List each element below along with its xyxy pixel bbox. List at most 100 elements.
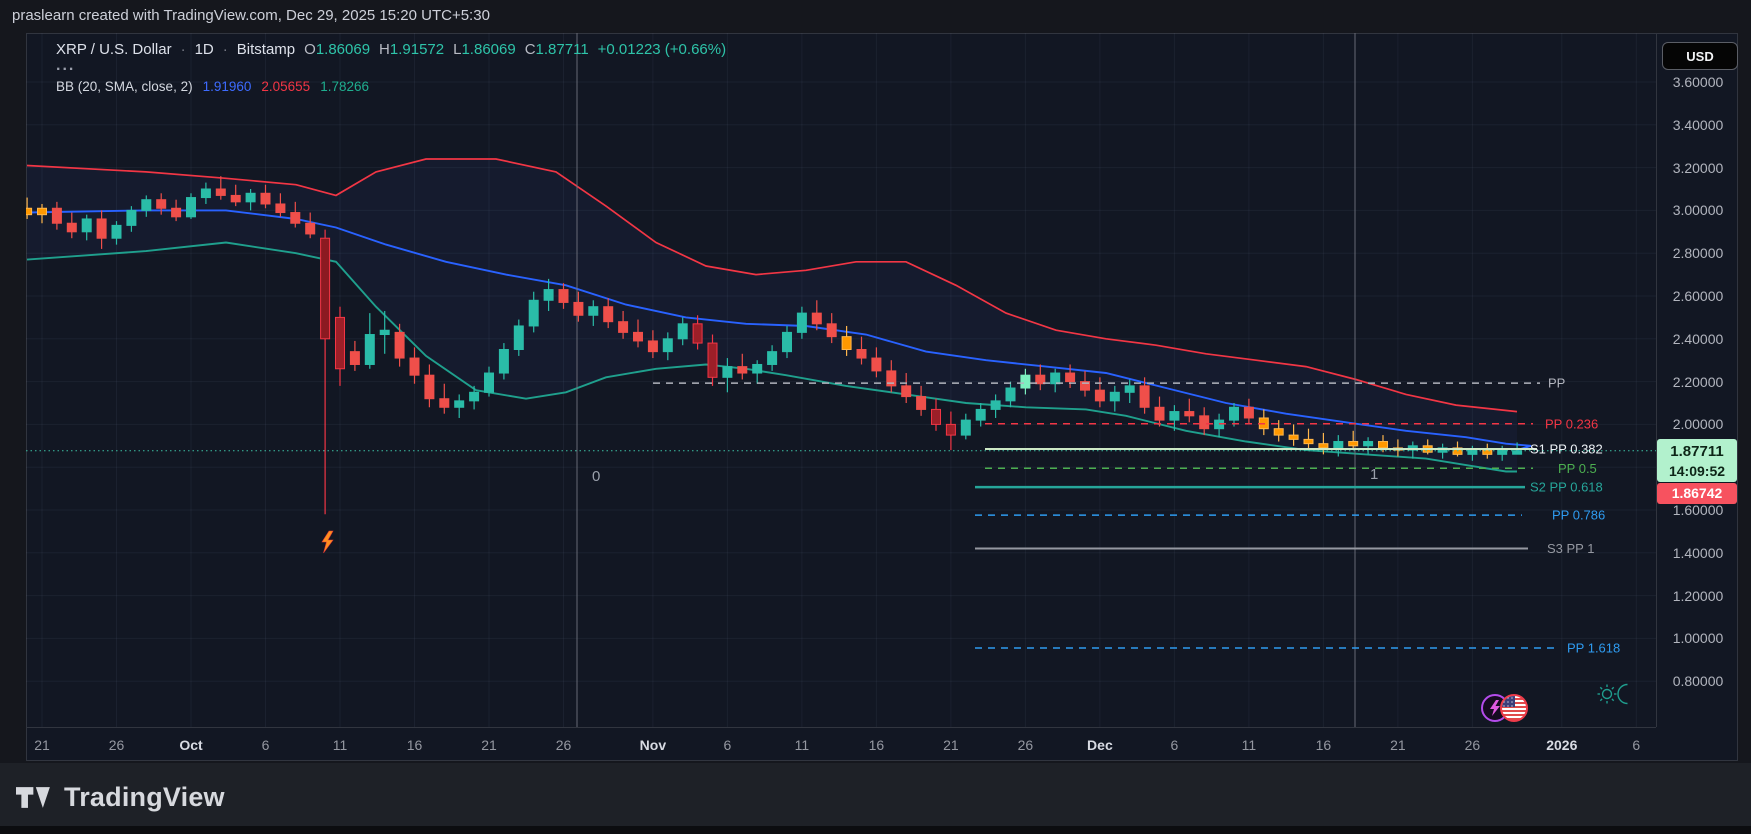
sticker-badge[interactable] <box>1481 693 1533 723</box>
time-axis-label: 21 <box>481 737 497 753</box>
interval-value[interactable]: 1D <box>194 41 214 58</box>
candle <box>1154 406 1165 421</box>
bb-basis-line <box>26 209 1532 452</box>
price-axis-label: 1.20000 <box>1672 587 1724 604</box>
time-axis-label: 11 <box>332 737 348 753</box>
pivot-label: PP 0.236 <box>1545 416 1598 431</box>
symbol-name[interactable]: XRP / U.S. Dollar <box>56 41 172 58</box>
pivot-label: PP 0.5 <box>1558 461 1597 476</box>
candle <box>945 423 956 436</box>
candle <box>26 207 33 216</box>
last-price-value: 1.87711 <box>1670 443 1724 460</box>
alert-price-label[interactable]: 1.86742 <box>1657 483 1737 504</box>
candle <box>558 289 569 303</box>
price-axis-label: 2.60000 <box>1672 288 1724 304</box>
candle <box>37 207 47 216</box>
candle <box>141 199 152 211</box>
candle <box>871 357 882 372</box>
candle <box>990 400 1001 410</box>
tradingview-logo[interactable]: TradingView <box>16 782 225 813</box>
pivot-label: S2 PP 0.618 <box>1530 480 1603 495</box>
candle <box>1348 441 1359 447</box>
candle <box>364 334 375 365</box>
candle <box>379 329 390 336</box>
bottom-strip <box>0 826 1751 834</box>
candle <box>156 199 167 209</box>
low-label: L <box>453 41 462 58</box>
price-axis-label: 1.00000 <box>1672 630 1724 647</box>
candle <box>722 366 733 378</box>
time-axis-label: Dec <box>1087 737 1113 753</box>
tradingview-logo-icon <box>16 787 50 808</box>
candle <box>66 222 77 233</box>
tradingview-wordmark: TradingView <box>64 782 225 812</box>
candle <box>662 338 673 353</box>
candle <box>1482 449 1493 455</box>
candle <box>1199 415 1210 430</box>
time-axis-label: 6 <box>261 737 270 753</box>
candle <box>767 351 778 365</box>
time-axis[interactable]: 21 26 Oct 6 11 16 21 26 Nov 6 11 16 21 26 Dec 6 11 16 21 26… <box>26 727 1656 762</box>
candle <box>916 396 927 410</box>
candle <box>647 340 658 353</box>
candle <box>469 391 480 402</box>
candle <box>1467 449 1478 455</box>
candle <box>96 218 107 239</box>
price-axis-label: 2.20000 <box>1672 373 1724 390</box>
time-axis-label: 6 <box>723 737 732 753</box>
time-axis-label: Nov <box>639 737 667 753</box>
high-value: 1.91572 <box>389 41 445 58</box>
candle <box>782 331 792 353</box>
pivot-label: PP 1.618 <box>1567 641 1620 656</box>
bb-indicator-row[interactable]: BB (20, SMA, close, 2) 1.91960 2.05655 1… <box>56 79 369 94</box>
bb-upper-line <box>26 158 1518 413</box>
pivot-label: PP <box>1548 376 1565 391</box>
currency-toggle-button[interactable]: USD <box>1662 42 1738 70</box>
time-axis-label: 21 <box>34 737 50 753</box>
price-axis-label: 2.00000 <box>1672 416 1724 433</box>
candle <box>186 197 196 218</box>
high-label: H <box>379 41 390 58</box>
candle <box>1512 450 1523 455</box>
candle <box>752 363 763 374</box>
price-axis-label: 1.60000 <box>1672 502 1724 518</box>
candle <box>305 222 316 235</box>
candle <box>1184 411 1195 417</box>
candle <box>260 192 271 205</box>
close-value: 1.87711 <box>535 41 589 58</box>
candle <box>543 289 554 301</box>
candle <box>320 237 331 340</box>
svg-text:1: 1 <box>1370 466 1378 483</box>
candle <box>424 374 435 400</box>
time-axis-label: 26 <box>1017 737 1034 753</box>
candle <box>171 207 182 218</box>
bb-basis-value: 1.91960 <box>202 79 252 94</box>
session-breaks-icon[interactable] <box>1596 680 1634 713</box>
candle <box>692 323 703 344</box>
time-axis-label: 16 <box>1315 737 1332 753</box>
candle <box>1035 374 1046 385</box>
candle <box>1094 389 1105 402</box>
price-axis[interactable]: 3.60000 3.40000 3.20000 3.00000 2.80000 2.600… <box>1656 33 1739 727</box>
pivot-label: S3 PP 1 <box>1547 541 1594 556</box>
candle <box>1169 411 1180 421</box>
candle <box>513 325 524 350</box>
more-indicators-button[interactable]: ... <box>56 57 76 74</box>
bb-upper-value: 2.05655 <box>261 79 311 94</box>
candle <box>81 218 92 233</box>
candle <box>528 299 539 327</box>
symbol-header[interactable]: XRP / U.S. Dollar · 1D · Bitstamp O1.860… <box>56 41 726 58</box>
price-axis-label: 2.80000 <box>1672 245 1724 262</box>
candle <box>856 349 867 359</box>
bb-lower-value: 1.78266 <box>320 79 370 94</box>
candle <box>1497 449 1508 455</box>
candle <box>290 212 301 224</box>
last-price-label[interactable]: 1.87711 14:09:52 <box>1657 439 1737 482</box>
chart-panel <box>26 33 1738 761</box>
candle <box>1109 391 1120 402</box>
candle <box>394 331 405 359</box>
pivot-label: PP 0.786 <box>1552 508 1605 523</box>
candle <box>1065 372 1076 383</box>
